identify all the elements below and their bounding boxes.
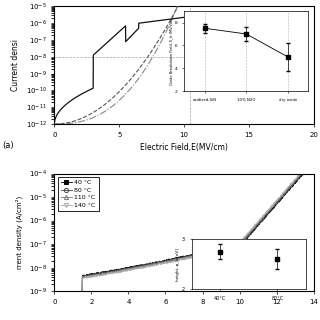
Text: (a): (a)	[3, 140, 14, 149]
Y-axis label: rrent density (A/cm²): rrent density (A/cm²)	[16, 196, 23, 269]
Y-axis label: Current densi: Current densi	[11, 39, 20, 91]
Legend: 40 °C, 80 °C, 110 °C, 140 °C: 40 °C, 80 °C, 110 °C, 140 °C	[58, 177, 99, 211]
X-axis label: Electric Field,E(MV/cm): Electric Field,E(MV/cm)	[140, 143, 228, 152]
